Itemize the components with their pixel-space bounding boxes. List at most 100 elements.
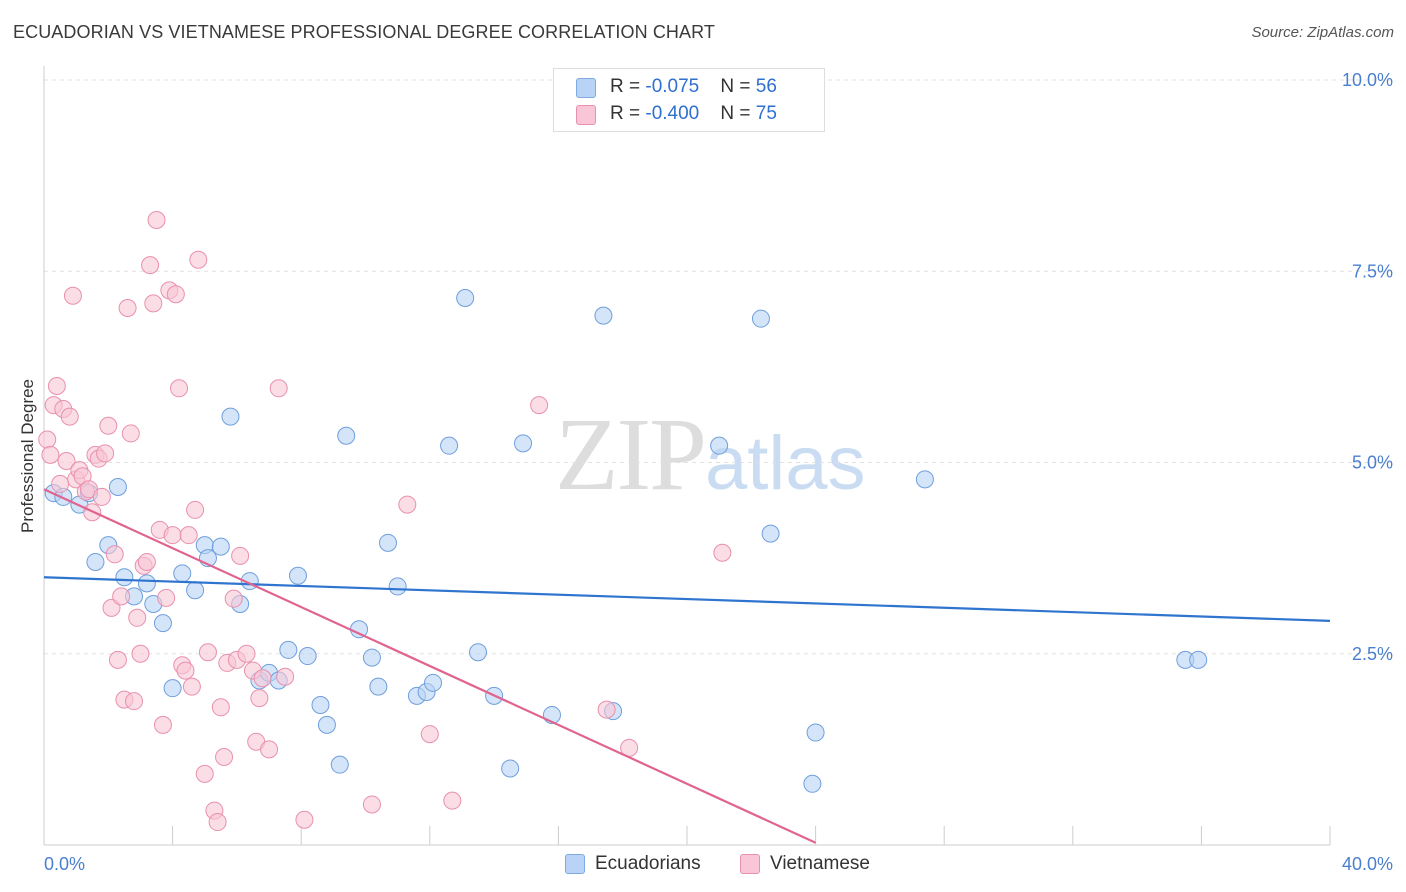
point-vietnamese — [231, 546, 250, 565]
point-vietnamese — [92, 487, 111, 506]
point-ecuadorians — [211, 537, 230, 556]
point-vietnamese — [208, 813, 227, 832]
legend-r-value: -0.400 — [645, 103, 700, 124]
trend-line-ecuadorians — [43, 576, 1331, 622]
point-vietnamese — [147, 210, 166, 229]
point-vietnamese — [41, 445, 60, 464]
point-ecuadorians — [456, 289, 475, 308]
point-ecuadorians — [311, 696, 330, 715]
trend-lines — [43, 488, 1331, 844]
point-vietnamese — [63, 286, 82, 305]
point-ecuadorians — [288, 566, 307, 585]
point-vietnamese — [260, 740, 279, 759]
point-vietnamese — [112, 587, 131, 606]
point-ecuadorians — [86, 552, 105, 571]
point-vietnamese — [144, 294, 163, 313]
point-ecuadorians — [915, 470, 934, 489]
legend-stats-vietnamese: R = -0.400 N = 75 — [610, 103, 777, 125]
point-vietnamese — [176, 661, 195, 680]
point-ecuadorians — [388, 577, 407, 596]
point-vietnamese — [38, 430, 57, 449]
point-vietnamese — [253, 669, 272, 688]
stats-legend: R = -0.075 N = 56 R = -0.400 N = 75 — [553, 68, 825, 132]
watermark-zip: ZIP — [555, 397, 707, 512]
point-vietnamese — [186, 500, 205, 519]
point-vietnamese — [163, 526, 182, 545]
y-tick-label: 7.5% — [1352, 261, 1393, 281]
point-ecuadorians — [298, 647, 317, 666]
point-ecuadorians — [806, 723, 825, 742]
point-vietnamese — [362, 795, 381, 814]
point-vietnamese — [153, 715, 172, 734]
point-ecuadorians — [751, 309, 770, 328]
point-vietnamese — [250, 689, 269, 708]
point-vietnamese — [597, 700, 616, 719]
point-ecuadorians — [279, 640, 298, 659]
point-vietnamese — [137, 552, 156, 571]
point-ecuadorians — [594, 306, 613, 325]
source-credit: Source: ZipAtlas.com — [1251, 24, 1394, 41]
point-ecuadorians — [424, 673, 443, 692]
grid-lines — [44, 79, 1392, 655]
point-vietnamese — [60, 407, 79, 426]
point-vietnamese — [276, 667, 295, 686]
legend-n-label: N = — [720, 76, 756, 97]
point-ecuadorians — [221, 407, 240, 426]
point-vietnamese — [179, 526, 198, 545]
point-ecuadorians — [362, 648, 381, 667]
point-vietnamese — [170, 379, 189, 398]
point-ecuadorians — [379, 533, 398, 552]
point-vietnamese — [128, 608, 147, 627]
point-vietnamese — [420, 725, 439, 744]
point-ecuadorians — [186, 581, 205, 600]
point-vietnamese — [443, 791, 462, 810]
legend-n-value: 56 — [755, 76, 777, 97]
point-ecuadorians — [153, 614, 172, 633]
legend-stats-ecuadorians: R = -0.075 N = 56 — [610, 76, 777, 98]
legend-swatch-vietnamese — [576, 105, 596, 125]
y-tick-label: 2.5% — [1352, 644, 1393, 664]
trend-line-vietnamese — [43, 488, 817, 844]
point-ecuadorians — [108, 477, 127, 496]
point-ecuadorians — [163, 679, 182, 698]
point-vietnamese — [47, 377, 66, 395]
x-tick-label: 0.0% — [44, 854, 85, 874]
axes — [43, 66, 1331, 846]
point-ecuadorians — [761, 524, 780, 543]
bottom-legend-swatch-vietnamese — [740, 854, 760, 874]
point-vietnamese — [118, 298, 137, 317]
point-vietnamese — [57, 451, 76, 470]
point-vietnamese — [215, 748, 234, 767]
point-vietnamese — [102, 598, 121, 617]
bottom-legend-label-ecuadorians: Ecuadorians — [595, 853, 701, 874]
point-vietnamese — [295, 810, 314, 829]
point-ecuadorians — [137, 574, 156, 593]
point-vietnamese — [224, 589, 243, 608]
legend-r-value: -0.075 — [645, 76, 700, 97]
point-vietnamese — [211, 698, 230, 717]
point-vietnamese — [166, 285, 185, 304]
point-ecuadorians — [501, 759, 520, 778]
point-vietnamese — [713, 543, 732, 562]
point-vietnamese — [99, 416, 118, 435]
point-ecuadorians — [469, 643, 488, 662]
point-vietnamese — [198, 643, 217, 662]
point-ecuadorians — [369, 677, 388, 696]
tick-labels: 2.5% 5.0% 7.5% 10.0% 0.0% 40.0% — [44, 70, 1393, 874]
legend-n-value: 75 — [755, 103, 777, 124]
point-vietnamese — [157, 588, 176, 607]
point-ecuadorians — [514, 434, 533, 453]
legend-r-label: R = — [610, 103, 646, 124]
point-ecuadorians — [337, 426, 356, 445]
point-ecuadorians — [115, 568, 134, 587]
point-ecuadorians — [1189, 650, 1208, 669]
watermark: ZIPatlas — [555, 395, 866, 514]
bottom-legend-swatch-ecuadorians — [565, 854, 585, 874]
point-vietnamese — [105, 545, 124, 564]
point-ecuadorians — [173, 564, 192, 583]
point-vietnamese — [182, 677, 201, 696]
point-vietnamese — [530, 396, 549, 415]
x-tick-label: 40.0% — [1342, 854, 1393, 874]
point-vietnamese — [96, 444, 115, 463]
